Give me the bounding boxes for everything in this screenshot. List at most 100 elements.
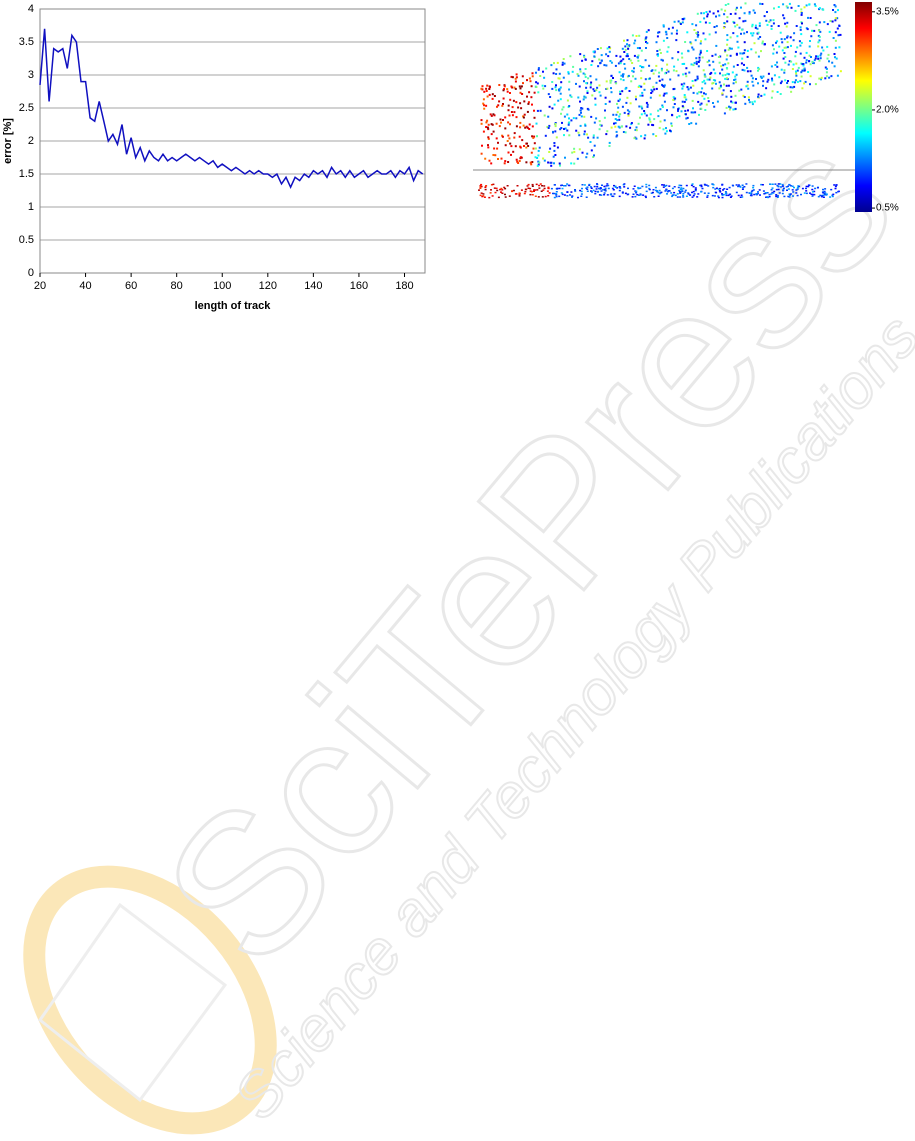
cloud-dot	[510, 85, 513, 88]
cloud-dot	[766, 23, 769, 26]
cloud-dot	[730, 100, 733, 103]
cloud-dot	[801, 87, 804, 90]
cloud-dot	[696, 31, 699, 34]
cloud-dot	[554, 86, 557, 89]
cloud-dot	[725, 106, 728, 109]
cloud-dot	[630, 80, 633, 83]
cloud-dot	[701, 56, 704, 59]
cloud-dot	[586, 186, 589, 188]
cloud-dot	[527, 187, 530, 189]
cloud-dot	[593, 185, 596, 188]
cloud-dot	[773, 74, 776, 77]
cloud-dot	[825, 193, 828, 195]
cloud-dot	[805, 192, 808, 195]
cloud-dot	[612, 77, 614, 79]
cloud-dot	[666, 190, 669, 193]
cloud-dot	[660, 69, 663, 72]
cloud-dot	[509, 123, 511, 126]
cloud-dot	[754, 51, 757, 54]
cloud-dot	[664, 190, 667, 192]
cloud-dot	[519, 146, 522, 149]
cloud-dot	[621, 90, 624, 93]
cloud-dot	[535, 183, 538, 186]
cloud-dot	[815, 24, 818, 27]
cloud-dot	[538, 146, 541, 149]
cloud-dot	[837, 190, 840, 193]
cloud-dot	[528, 123, 531, 126]
cloud-dot	[686, 116, 689, 119]
cloud-dot	[480, 119, 483, 122]
cloud-dot	[634, 95, 637, 98]
cloud-dot	[657, 109, 660, 112]
cloud-dot	[606, 130, 609, 133]
cloud-dot	[796, 186, 799, 189]
cloud-dot	[718, 14, 721, 17]
cloud-dot	[810, 193, 813, 195]
cloud-dot	[834, 17, 837, 20]
y-tick-label: 1	[28, 201, 34, 213]
cloud-dot	[594, 190, 597, 193]
cloud-dot	[751, 34, 754, 37]
cloud-dot	[560, 184, 563, 187]
cloud-dot	[522, 124, 525, 127]
cloud-dot	[714, 72, 717, 75]
cloud-dot	[781, 49, 784, 52]
cloud-dot	[515, 73, 518, 76]
cloud-dot	[611, 187, 614, 190]
cloud-dot	[667, 190, 670, 192]
cloud-dot	[639, 193, 642, 195]
cloud-dot	[659, 120, 662, 123]
cloud-dot	[660, 191, 663, 194]
cloud-dot	[695, 122, 698, 125]
cloud-dot	[821, 46, 824, 49]
cloud-dot	[694, 188, 697, 191]
cloud-dot	[666, 193, 668, 195]
cloud-dot	[702, 32, 705, 35]
cloud-dot	[503, 88, 505, 91]
cloud-dot	[579, 124, 582, 127]
cloud-dot	[768, 193, 771, 196]
cloud-dot	[809, 63, 812, 66]
cloud-dot	[793, 186, 795, 189]
cloud-dot	[721, 194, 724, 196]
cloud-dot	[838, 46, 841, 49]
cloud-dot	[530, 151, 533, 154]
cloud-dot	[690, 63, 693, 66]
cloud-dot	[786, 36, 789, 39]
cloud-dot	[611, 195, 614, 197]
cloud-dot	[571, 151, 574, 154]
cloud-dot	[620, 59, 623, 62]
cloud-dot	[569, 194, 571, 196]
cloud-dot	[787, 188, 790, 190]
cloud-dot	[635, 129, 638, 132]
cloud-dot	[683, 96, 686, 99]
cloud-dot	[757, 66, 760, 69]
cloud-dot	[500, 121, 502, 124]
cloud-dot	[520, 189, 523, 191]
cloud-dot	[813, 3, 816, 6]
cloud-dot	[822, 8, 825, 11]
cloud-dot	[765, 19, 768, 22]
cloud-dot	[621, 47, 624, 50]
cloud-dot	[559, 92, 562, 95]
cloud-dot	[598, 58, 601, 61]
cloud-dot	[571, 70, 574, 73]
cloud-dot	[594, 97, 597, 100]
cloud-dot	[573, 147, 576, 150]
cloud-dot	[496, 105, 498, 108]
cloud-dot	[491, 97, 494, 100]
cloud-dot	[626, 39, 629, 42]
cloud-dot	[822, 194, 825, 196]
cloud-dot	[796, 80, 799, 83]
cloud-dot	[486, 119, 489, 122]
cloud-dot	[488, 93, 491, 96]
cloud-dot	[758, 22, 761, 25]
cloud-dot	[514, 145, 517, 148]
cloud-dot	[542, 70, 544, 73]
cloud-dot	[620, 125, 623, 128]
cloud-dot	[600, 190, 603, 192]
cloud-dot	[698, 59, 701, 62]
cloud-dot	[492, 183, 495, 186]
cloud-dot	[749, 192, 752, 194]
cloud-dot	[490, 162, 493, 165]
